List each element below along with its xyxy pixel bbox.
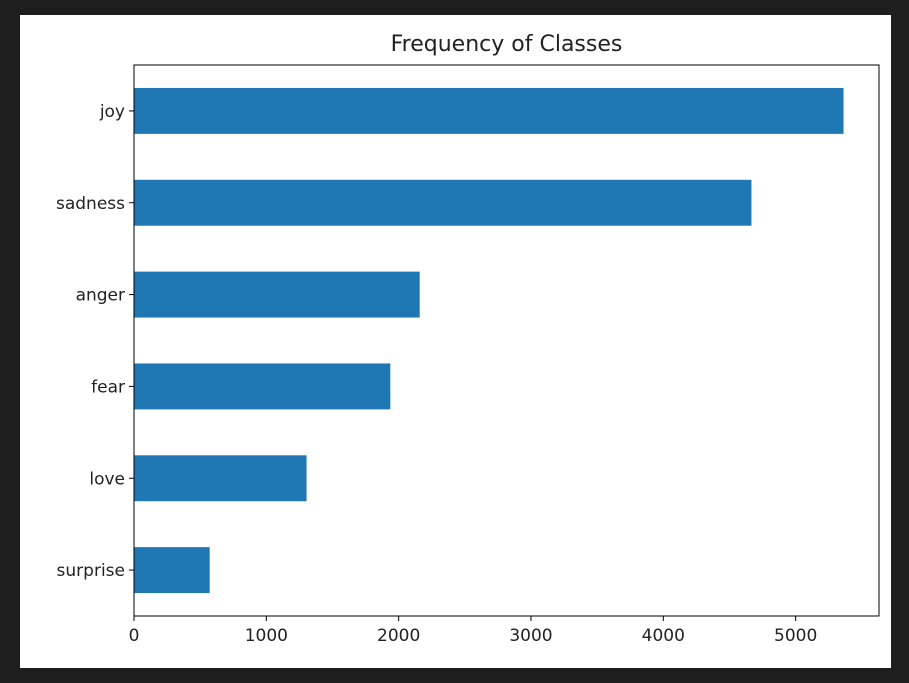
y-tick-label-sadness: sadness	[56, 194, 125, 214]
x-tick-label: 1000	[245, 626, 288, 646]
y-tick-label-joy: joy	[99, 102, 125, 122]
bar-love	[134, 455, 307, 502]
bar-fear	[134, 363, 391, 410]
plot-area-frame	[133, 64, 880, 617]
y-tick-label-fear: fear	[91, 377, 125, 397]
y-tick-label-surprise: surprise	[57, 561, 125, 581]
chart-title: Frequency of Classes	[391, 32, 623, 57]
x-tick-label: 4000	[642, 626, 685, 646]
y-axis-ticks: surprise love fear anger sadness joy	[56, 102, 134, 581]
y-tick-label-love: love	[89, 469, 125, 489]
bar-sadness	[134, 179, 752, 226]
bars-group	[134, 87, 844, 594]
x-tick-label: 5000	[774, 626, 817, 646]
x-tick-label: 2000	[377, 626, 420, 646]
x-tick-label: 0	[129, 626, 140, 646]
bar-chart: Frequency of Classes surprise love fear ang…	[56, 32, 880, 646]
bar-surprise	[134, 547, 210, 594]
x-axis-ticks: 0 1000 2000 3000 4000 5000	[129, 616, 817, 646]
figure-canvas: Frequency of Classes surprise love fear ang…	[20, 15, 891, 668]
bar-joy	[134, 87, 844, 134]
y-tick-label-anger: anger	[76, 286, 125, 306]
bar-anger	[134, 271, 420, 318]
x-tick-label: 3000	[509, 626, 552, 646]
